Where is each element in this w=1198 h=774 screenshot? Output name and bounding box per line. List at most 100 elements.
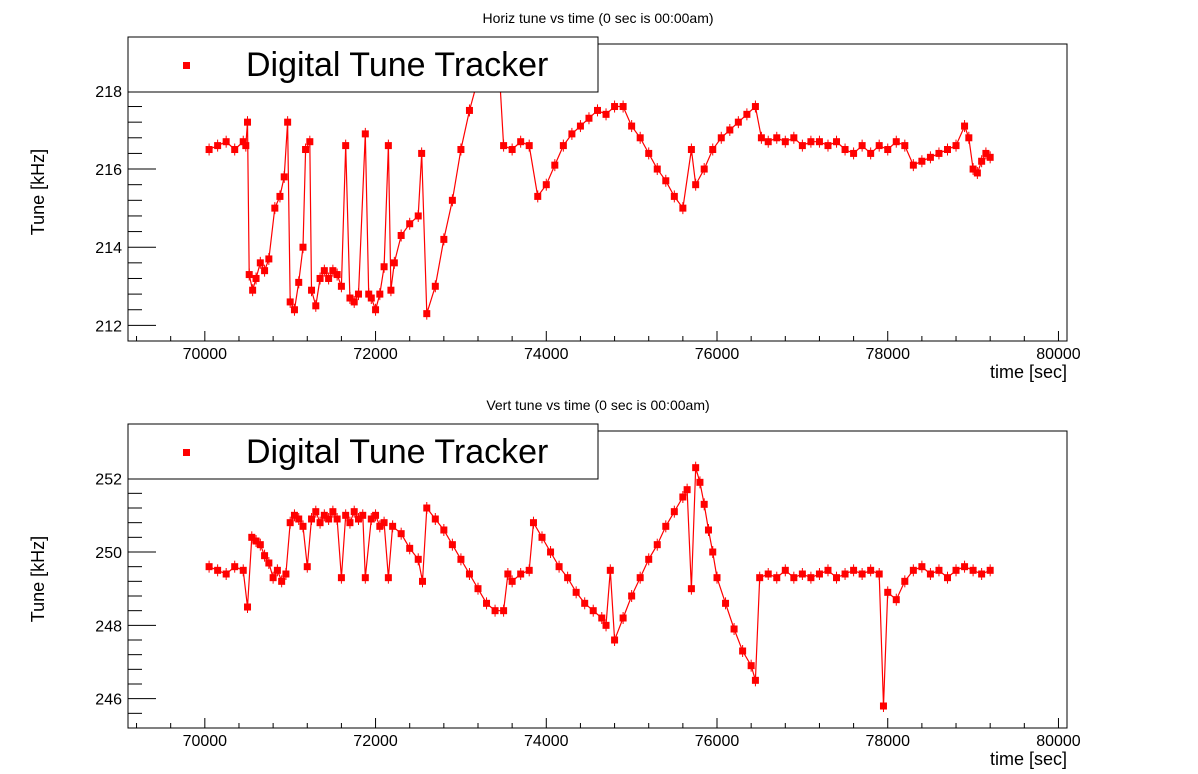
data-point xyxy=(316,519,324,527)
data-point xyxy=(589,607,597,615)
data-point xyxy=(504,570,512,578)
data-point xyxy=(252,274,260,282)
data-point xyxy=(961,563,969,571)
data-point xyxy=(448,196,456,204)
axis-ticks: 70000 72000 74000 76000 78000 80000 246 248 250 2… xyxy=(95,434,1081,750)
data-point xyxy=(892,596,900,604)
data-point xyxy=(594,106,601,114)
data-point xyxy=(491,607,499,615)
data-point xyxy=(547,548,555,556)
data-point xyxy=(295,515,303,523)
data-point xyxy=(325,274,333,282)
data-point xyxy=(239,566,247,574)
data-point xyxy=(833,138,841,146)
data-point xyxy=(739,647,747,655)
data-point xyxy=(717,134,725,142)
data-point xyxy=(320,511,328,519)
data-point xyxy=(726,126,734,134)
data-point xyxy=(619,103,627,111)
x-tick-label: 76000 xyxy=(695,346,740,363)
data-point xyxy=(542,181,550,189)
data-point xyxy=(568,130,576,138)
legend-label: Digital Tune Tracker xyxy=(246,46,548,84)
data-point xyxy=(704,526,712,534)
data-point xyxy=(290,306,298,314)
data-point xyxy=(909,566,917,574)
data-point xyxy=(879,702,887,710)
y-tick-label: 212 xyxy=(95,318,122,335)
data-point xyxy=(525,566,533,574)
data-point xyxy=(628,592,636,600)
data-point xyxy=(952,566,960,574)
data-point xyxy=(781,138,789,146)
data-point xyxy=(611,636,619,644)
data-point xyxy=(747,662,755,670)
data-point xyxy=(248,533,256,541)
data-point xyxy=(418,149,426,157)
data-point xyxy=(431,282,439,290)
vertical-tune-panel: Vert tune vs time (0 sec is 00:00am) tim… xyxy=(0,387,1198,774)
data-point xyxy=(256,259,264,267)
data-point xyxy=(276,192,284,200)
data-point xyxy=(978,570,986,578)
data-point xyxy=(302,146,310,154)
data-point xyxy=(773,134,781,142)
data-point xyxy=(423,504,431,512)
data-point xyxy=(858,142,866,150)
data-point xyxy=(256,541,264,549)
data-point xyxy=(773,574,781,582)
data-point xyxy=(935,566,943,574)
data-point xyxy=(572,588,580,596)
data-point xyxy=(397,530,405,538)
data-point xyxy=(892,138,900,146)
data-point xyxy=(952,142,960,150)
data-point xyxy=(214,566,222,574)
data-point xyxy=(376,290,384,298)
data-point xyxy=(850,566,858,574)
data-point xyxy=(387,286,395,294)
data-point xyxy=(713,574,721,582)
data-point xyxy=(790,574,798,582)
legend-label: Digital Tune Tracker xyxy=(246,433,548,471)
data-point xyxy=(290,511,298,519)
data-point xyxy=(419,577,427,585)
data-point xyxy=(423,310,431,318)
data-point xyxy=(653,165,661,173)
x-tick-label: 70000 xyxy=(183,346,228,363)
data-point xyxy=(969,165,977,173)
data-point xyxy=(222,138,230,146)
data-point xyxy=(943,574,951,582)
data-point xyxy=(517,570,525,578)
data-point xyxy=(245,271,253,279)
data-point xyxy=(636,574,644,582)
data-point xyxy=(329,267,337,275)
data-point xyxy=(606,566,614,574)
data-point xyxy=(365,290,373,298)
data-point xyxy=(372,306,380,314)
x-axis-title: time [sec] xyxy=(990,749,1067,769)
legend-marker xyxy=(183,449,190,456)
data-point xyxy=(645,555,653,563)
data-point xyxy=(244,603,252,611)
data-point xyxy=(414,555,422,563)
data-point xyxy=(918,157,926,165)
data-point xyxy=(342,142,350,150)
data-point xyxy=(244,118,252,126)
data-point xyxy=(815,570,823,578)
data-point xyxy=(457,146,465,154)
y-axis-title: Tune [kHz] xyxy=(28,149,48,235)
data-point xyxy=(508,146,516,154)
vertical-tune-chart: Vert tune vs time (0 sec is 00:00am) tim… xyxy=(28,397,1081,769)
data-point xyxy=(973,169,981,177)
data-point xyxy=(807,138,815,146)
data-point xyxy=(628,122,636,130)
data-point xyxy=(982,149,990,157)
data-point xyxy=(798,570,806,578)
data-point xyxy=(333,515,341,523)
data-point xyxy=(284,118,292,126)
data-point xyxy=(367,515,375,523)
y-tick-label: 246 xyxy=(95,692,122,709)
data-point xyxy=(316,274,324,282)
y-tick-label: 250 xyxy=(95,545,122,562)
data-point xyxy=(858,570,866,578)
